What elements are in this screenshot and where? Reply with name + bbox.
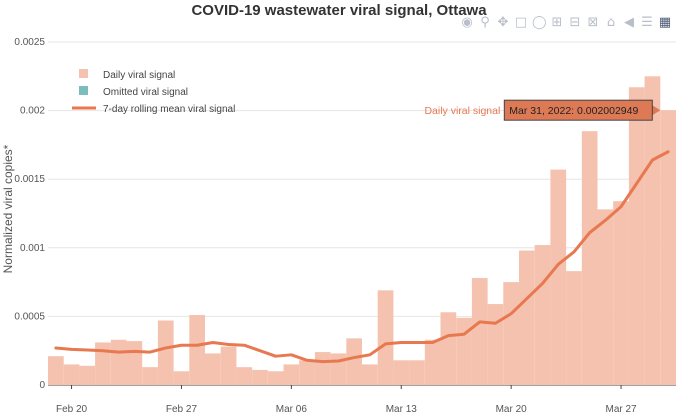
modebar: ◉ ⚲ ✥ □ ◯ ⊞ ⊟ ⊠ ⌂ ◀ ☰ ▦	[460, 16, 672, 30]
pan-icon[interactable]: ✥	[497, 15, 509, 30]
bar	[283, 364, 300, 385]
hover-series-label: Daily viral signal	[424, 105, 500, 117]
bar	[173, 371, 190, 385]
bar	[330, 353, 347, 385]
bar	[550, 169, 567, 385]
bar	[628, 87, 645, 385]
bar	[660, 110, 676, 385]
bar	[48, 356, 64, 385]
bar	[95, 342, 111, 385]
y-tick-label: 0.002	[20, 106, 45, 117]
x-tick-label: Mar 27	[605, 404, 637, 414]
bar	[503, 282, 519, 385]
bar	[126, 341, 143, 385]
x-tick-label: Feb 20	[56, 404, 88, 414]
x-tick-label: Mar 13	[386, 404, 418, 414]
bar	[613, 201, 629, 385]
zoom-out-icon[interactable]: ⊟	[569, 15, 581, 30]
hover-box	[503, 99, 653, 121]
legend-entry: Omitted viral signal	[103, 87, 188, 98]
bar	[252, 369, 268, 385]
bar	[346, 338, 362, 385]
bar	[534, 245, 551, 385]
zoom-icon[interactable]: ⚲	[480, 15, 490, 30]
bar	[566, 271, 582, 385]
bar	[377, 290, 394, 385]
bar	[519, 250, 535, 385]
legend-entry: Daily viral signal	[103, 70, 175, 81]
legend-swatch-omitted	[79, 86, 88, 95]
y-tick-label: 0.0005	[14, 311, 45, 322]
bar	[79, 365, 96, 385]
rolling-mean-line	[54, 150, 670, 364]
y-tick-label: 0	[39, 380, 45, 391]
x-tick-label: Mar 06	[276, 404, 308, 414]
hover-arrow	[652, 105, 661, 116]
bar	[456, 317, 472, 385]
bar	[63, 364, 80, 385]
autoscale-icon[interactable]: ⊠	[587, 15, 599, 30]
bar	[189, 315, 205, 385]
y-tick-label: 0.0015	[14, 174, 45, 185]
bar	[471, 277, 488, 385]
bar	[220, 346, 237, 385]
x-tick-label: Mar 20	[496, 404, 528, 414]
y-tick-label: 0.001	[20, 243, 45, 254]
bar	[409, 360, 425, 385]
bar	[267, 371, 284, 385]
bar	[644, 76, 661, 386]
bar	[157, 320, 174, 385]
legend-entry: 7-day rolling mean viral signal	[103, 104, 235, 115]
bar	[393, 360, 410, 385]
bar	[597, 209, 614, 385]
bar	[424, 339, 441, 385]
bar	[581, 131, 598, 385]
bar	[205, 353, 221, 385]
box-select-icon[interactable]: □	[514, 15, 528, 30]
bar	[110, 339, 127, 385]
bar	[314, 352, 331, 385]
hover-compare-icon[interactable]: ☰	[641, 15, 653, 30]
bar	[142, 367, 158, 385]
bar	[299, 360, 315, 385]
hover-closest-icon[interactable]: ◀	[624, 15, 634, 30]
plotly-logo-icon[interactable]: ▦	[658, 15, 672, 30]
reset-axes-icon[interactable]: ⌂	[606, 15, 616, 30]
hover-value-label: Mar 31, 2022: 0.002002949	[509, 105, 638, 117]
x-tick-label: Feb 27	[166, 404, 198, 414]
bar	[440, 312, 457, 385]
legend-swatch-daily	[79, 69, 88, 78]
lasso-icon[interactable]: ◯	[532, 15, 547, 30]
zoom-in-icon[interactable]: ⊞	[551, 15, 563, 30]
bar	[487, 304, 504, 385]
camera-icon[interactable]: ◉	[461, 15, 473, 30]
y-tick-label: 0.0025	[14, 37, 45, 48]
chart-title: COVID-19 wastewater viral signal, Ottawa	[191, 2, 487, 19]
bar	[236, 367, 253, 385]
bar	[362, 364, 378, 385]
